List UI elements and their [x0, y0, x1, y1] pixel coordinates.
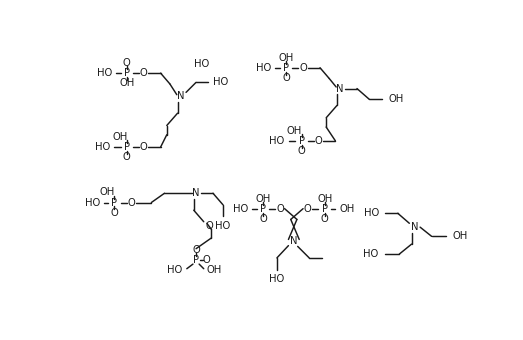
Text: P: P [111, 198, 118, 207]
Text: OH: OH [287, 126, 302, 136]
Text: HO: HO [85, 198, 100, 207]
Text: HO: HO [95, 142, 110, 152]
Text: O: O [123, 58, 131, 68]
Text: P: P [124, 68, 130, 78]
Text: N: N [290, 236, 298, 246]
Text: O: O [192, 245, 200, 255]
Text: O: O [140, 68, 147, 78]
Text: P: P [124, 142, 130, 152]
Text: N: N [192, 188, 200, 198]
Text: P: P [299, 136, 304, 146]
Text: HO: HO [194, 59, 209, 69]
Text: OH: OH [206, 265, 221, 275]
Text: O: O [299, 63, 307, 73]
Text: OH: OH [452, 232, 468, 241]
Text: OH: OH [100, 187, 115, 198]
Text: HO: HO [364, 208, 379, 218]
Text: OH: OH [255, 194, 271, 204]
Text: O: O [276, 204, 284, 214]
Text: HO: HO [213, 78, 228, 87]
Text: O: O [202, 255, 210, 265]
Text: OH: OH [119, 78, 134, 88]
Text: O: O [321, 214, 328, 224]
Text: P: P [283, 63, 289, 73]
Text: O: O [128, 198, 135, 207]
Text: O: O [259, 214, 267, 224]
Text: OH: OH [339, 204, 355, 214]
Text: HO: HO [256, 63, 271, 73]
Text: HO: HO [167, 265, 182, 275]
Text: P: P [260, 204, 266, 214]
Text: P: P [322, 204, 327, 214]
Text: OH: OH [279, 53, 294, 63]
Text: O: O [298, 146, 305, 156]
Text: HO: HO [97, 68, 112, 78]
Text: N: N [336, 84, 344, 94]
Text: OH: OH [389, 94, 404, 104]
Text: HO: HO [233, 204, 248, 214]
Text: O: O [205, 221, 213, 231]
Text: OH: OH [317, 194, 332, 204]
Text: O: O [315, 136, 322, 146]
Text: HO: HO [269, 274, 285, 285]
Text: O: O [110, 207, 118, 218]
Text: P: P [193, 255, 199, 265]
Text: N: N [411, 222, 418, 232]
Text: O: O [140, 142, 147, 152]
Text: O: O [282, 73, 290, 83]
Text: O: O [123, 152, 131, 162]
Text: O: O [304, 204, 312, 214]
Text: N: N [177, 91, 185, 101]
Text: HO: HO [215, 221, 231, 231]
Text: OH: OH [112, 132, 128, 142]
Text: HO: HO [363, 249, 379, 259]
Text: HO: HO [269, 136, 285, 146]
